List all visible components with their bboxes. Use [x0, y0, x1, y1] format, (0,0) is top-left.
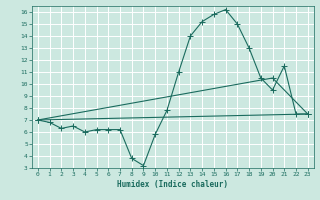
X-axis label: Humidex (Indice chaleur): Humidex (Indice chaleur) — [117, 180, 228, 189]
